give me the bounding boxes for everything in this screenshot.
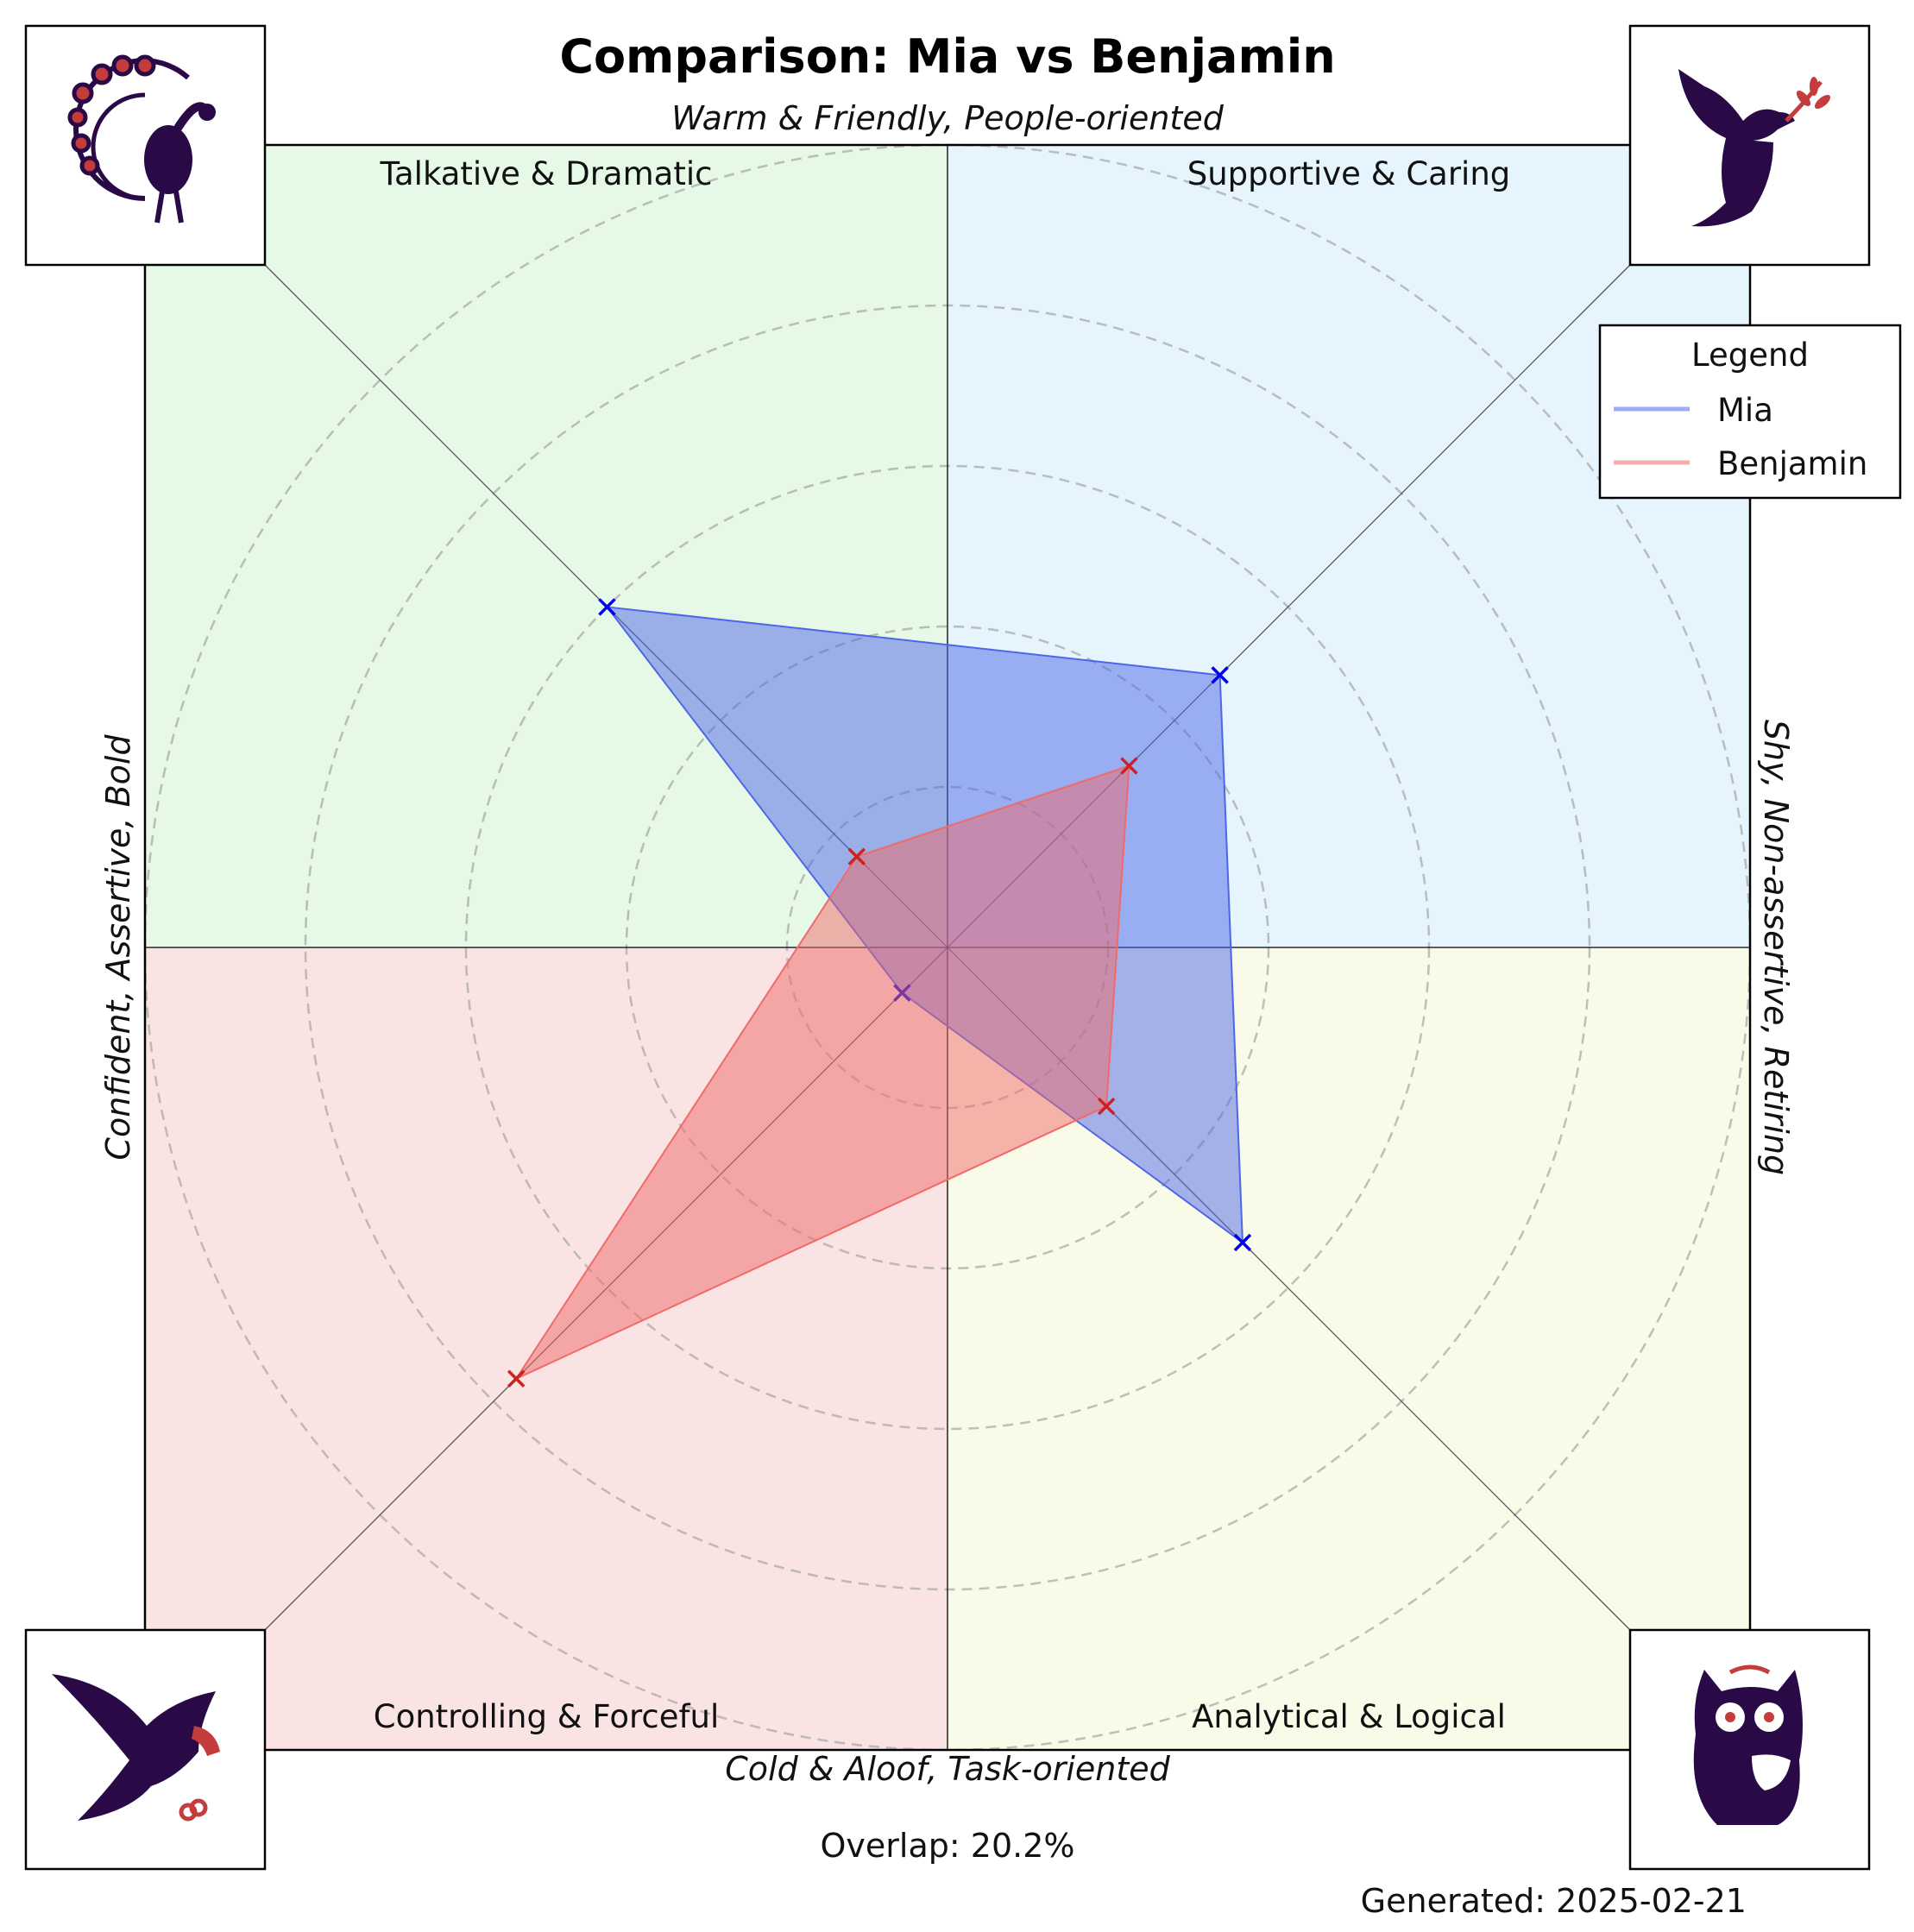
- eagle-icon: [52, 1674, 220, 1822]
- legend-title: Legend: [1691, 337, 1809, 374]
- plot-frame: [143, 143, 1752, 1752]
- owl-icon-box: [1628, 1628, 1871, 1871]
- owl-icon: [1693, 1665, 1803, 1825]
- quadrant-label-controlling: Controlling & Forceful: [374, 1698, 719, 1735]
- quadrant-label-supportive: Supportive & Caring: [1187, 155, 1511, 192]
- axis-label-bottom: Cold & Aloof, Task-oriented: [725, 1750, 1170, 1788]
- generated-text: Generated: 2025-02-21: [1361, 1882, 1747, 1920]
- marker-benjamin-0: [847, 847, 866, 866]
- marker-mia-2: [1233, 1233, 1252, 1252]
- peacock-icon: [67, 54, 216, 223]
- series-layer: [507, 598, 1252, 1388]
- eagle-icon-box: [24, 1628, 267, 1871]
- marker-benjamin-1: [1120, 757, 1138, 775]
- axis-label-top: Warm & Friendly, People-oriented: [671, 99, 1225, 137]
- marker-benjamin-3: [507, 1369, 526, 1388]
- marker-benjamin-2: [1097, 1097, 1116, 1116]
- quadrant-label-talkative: Talkative & Dramatic: [380, 155, 713, 192]
- legend-frame: [1598, 324, 1902, 500]
- chart-title: Comparison: Mia vs Benjamin: [559, 29, 1335, 84]
- dove-icon: [1678, 69, 1831, 227]
- peacock-icon-box: [24, 24, 267, 267]
- overlap-text: Overlap: 20.2%: [821, 1827, 1075, 1865]
- legend-label-mia: Mia: [1717, 392, 1773, 429]
- quadrant-label-analytical: Analytical & Logical: [1192, 1698, 1506, 1735]
- axis-label-left: Confident, Assertive, Bold: [99, 734, 137, 1161]
- dove-icon-box: [1628, 24, 1871, 267]
- axis-label-right: Shy, Non-assertive, Retiring: [1757, 720, 1795, 1175]
- marker-mia-1: [1211, 666, 1229, 684]
- legend-label-benjamin: Benjamin: [1717, 445, 1867, 482]
- marker-mia-0: [598, 598, 616, 616]
- legend: Legend Mia Benjamin: [1598, 324, 1902, 500]
